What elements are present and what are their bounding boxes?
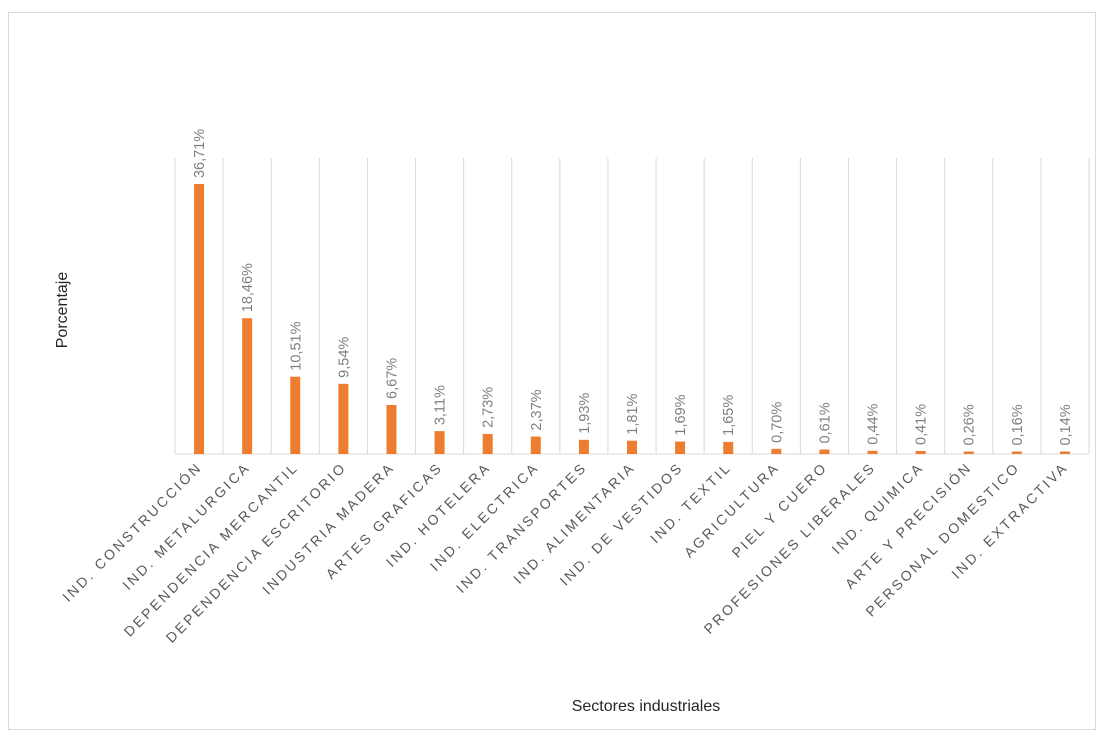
bar (723, 441, 734, 454)
data-label: 0,41% (914, 404, 930, 445)
bar (338, 383, 349, 454)
data-label: 1,69% (673, 394, 689, 435)
bar (963, 451, 974, 454)
x-tick-label: DEPENDENCIA MERCANTIL (121, 459, 302, 640)
bar (578, 439, 589, 454)
bar (386, 404, 397, 454)
bar (194, 184, 205, 454)
bar (242, 318, 253, 454)
data-label: 1,65% (721, 395, 737, 436)
data-label: 36,71% (192, 129, 208, 178)
data-label: 0,61% (817, 402, 833, 443)
bar (771, 448, 782, 454)
x-tick-label: DEPENDENCIA ESCRITORIO (163, 459, 350, 646)
data-label: 1,81% (625, 393, 641, 434)
x-tick-label: IND. QUIMICA (828, 459, 926, 557)
data-label: 0,16% (1010, 404, 1026, 445)
bar (434, 431, 445, 454)
data-label: 6,67% (384, 358, 400, 399)
x-tick-label: PROFESIONES LIBERALES (701, 459, 879, 637)
bar (1011, 451, 1022, 454)
bar (627, 440, 637, 454)
data-label: 10,51% (288, 321, 304, 370)
y-axis-title: Porcentaje (54, 272, 71, 349)
data-label: 0,70% (769, 402, 785, 443)
bar (675, 441, 686, 454)
gridlines (174, 158, 1090, 454)
x-tick-label: IND. TEXTIL (647, 459, 734, 546)
data-labels: 36,71% 18,46% 10,51% 9,54% 6,67% 3,11% 2,73% 2,… (192, 129, 1074, 446)
bar (290, 376, 301, 454)
bar-chart: 36,71% 18,46% 10,51% 9,54% 6,67% 3,11% 2,73% 2,… (54, 129, 1090, 715)
data-label: 2,37% (529, 389, 545, 430)
data-label: 1,93% (577, 393, 593, 434)
x-axis-title: Sectores industriales (572, 698, 721, 715)
data-label: 9,54% (336, 337, 352, 378)
bars (194, 184, 1070, 454)
chart-frame: 36,71% 18,46% 10,51% 9,54% 6,67% 3,11% 2,73% 2,… (8, 12, 1096, 730)
data-label: 0,14% (1058, 404, 1074, 445)
bar (867, 450, 878, 454)
data-label: 18,46% (240, 263, 256, 312)
bar (530, 436, 541, 454)
bar (482, 433, 493, 454)
data-label: 2,73% (481, 387, 497, 428)
bar (819, 449, 830, 454)
data-label: 0,26% (962, 404, 978, 445)
data-label: 0,44% (866, 404, 882, 445)
data-label: 3,11% (433, 385, 449, 425)
bar (915, 450, 926, 454)
bar (1059, 451, 1070, 454)
